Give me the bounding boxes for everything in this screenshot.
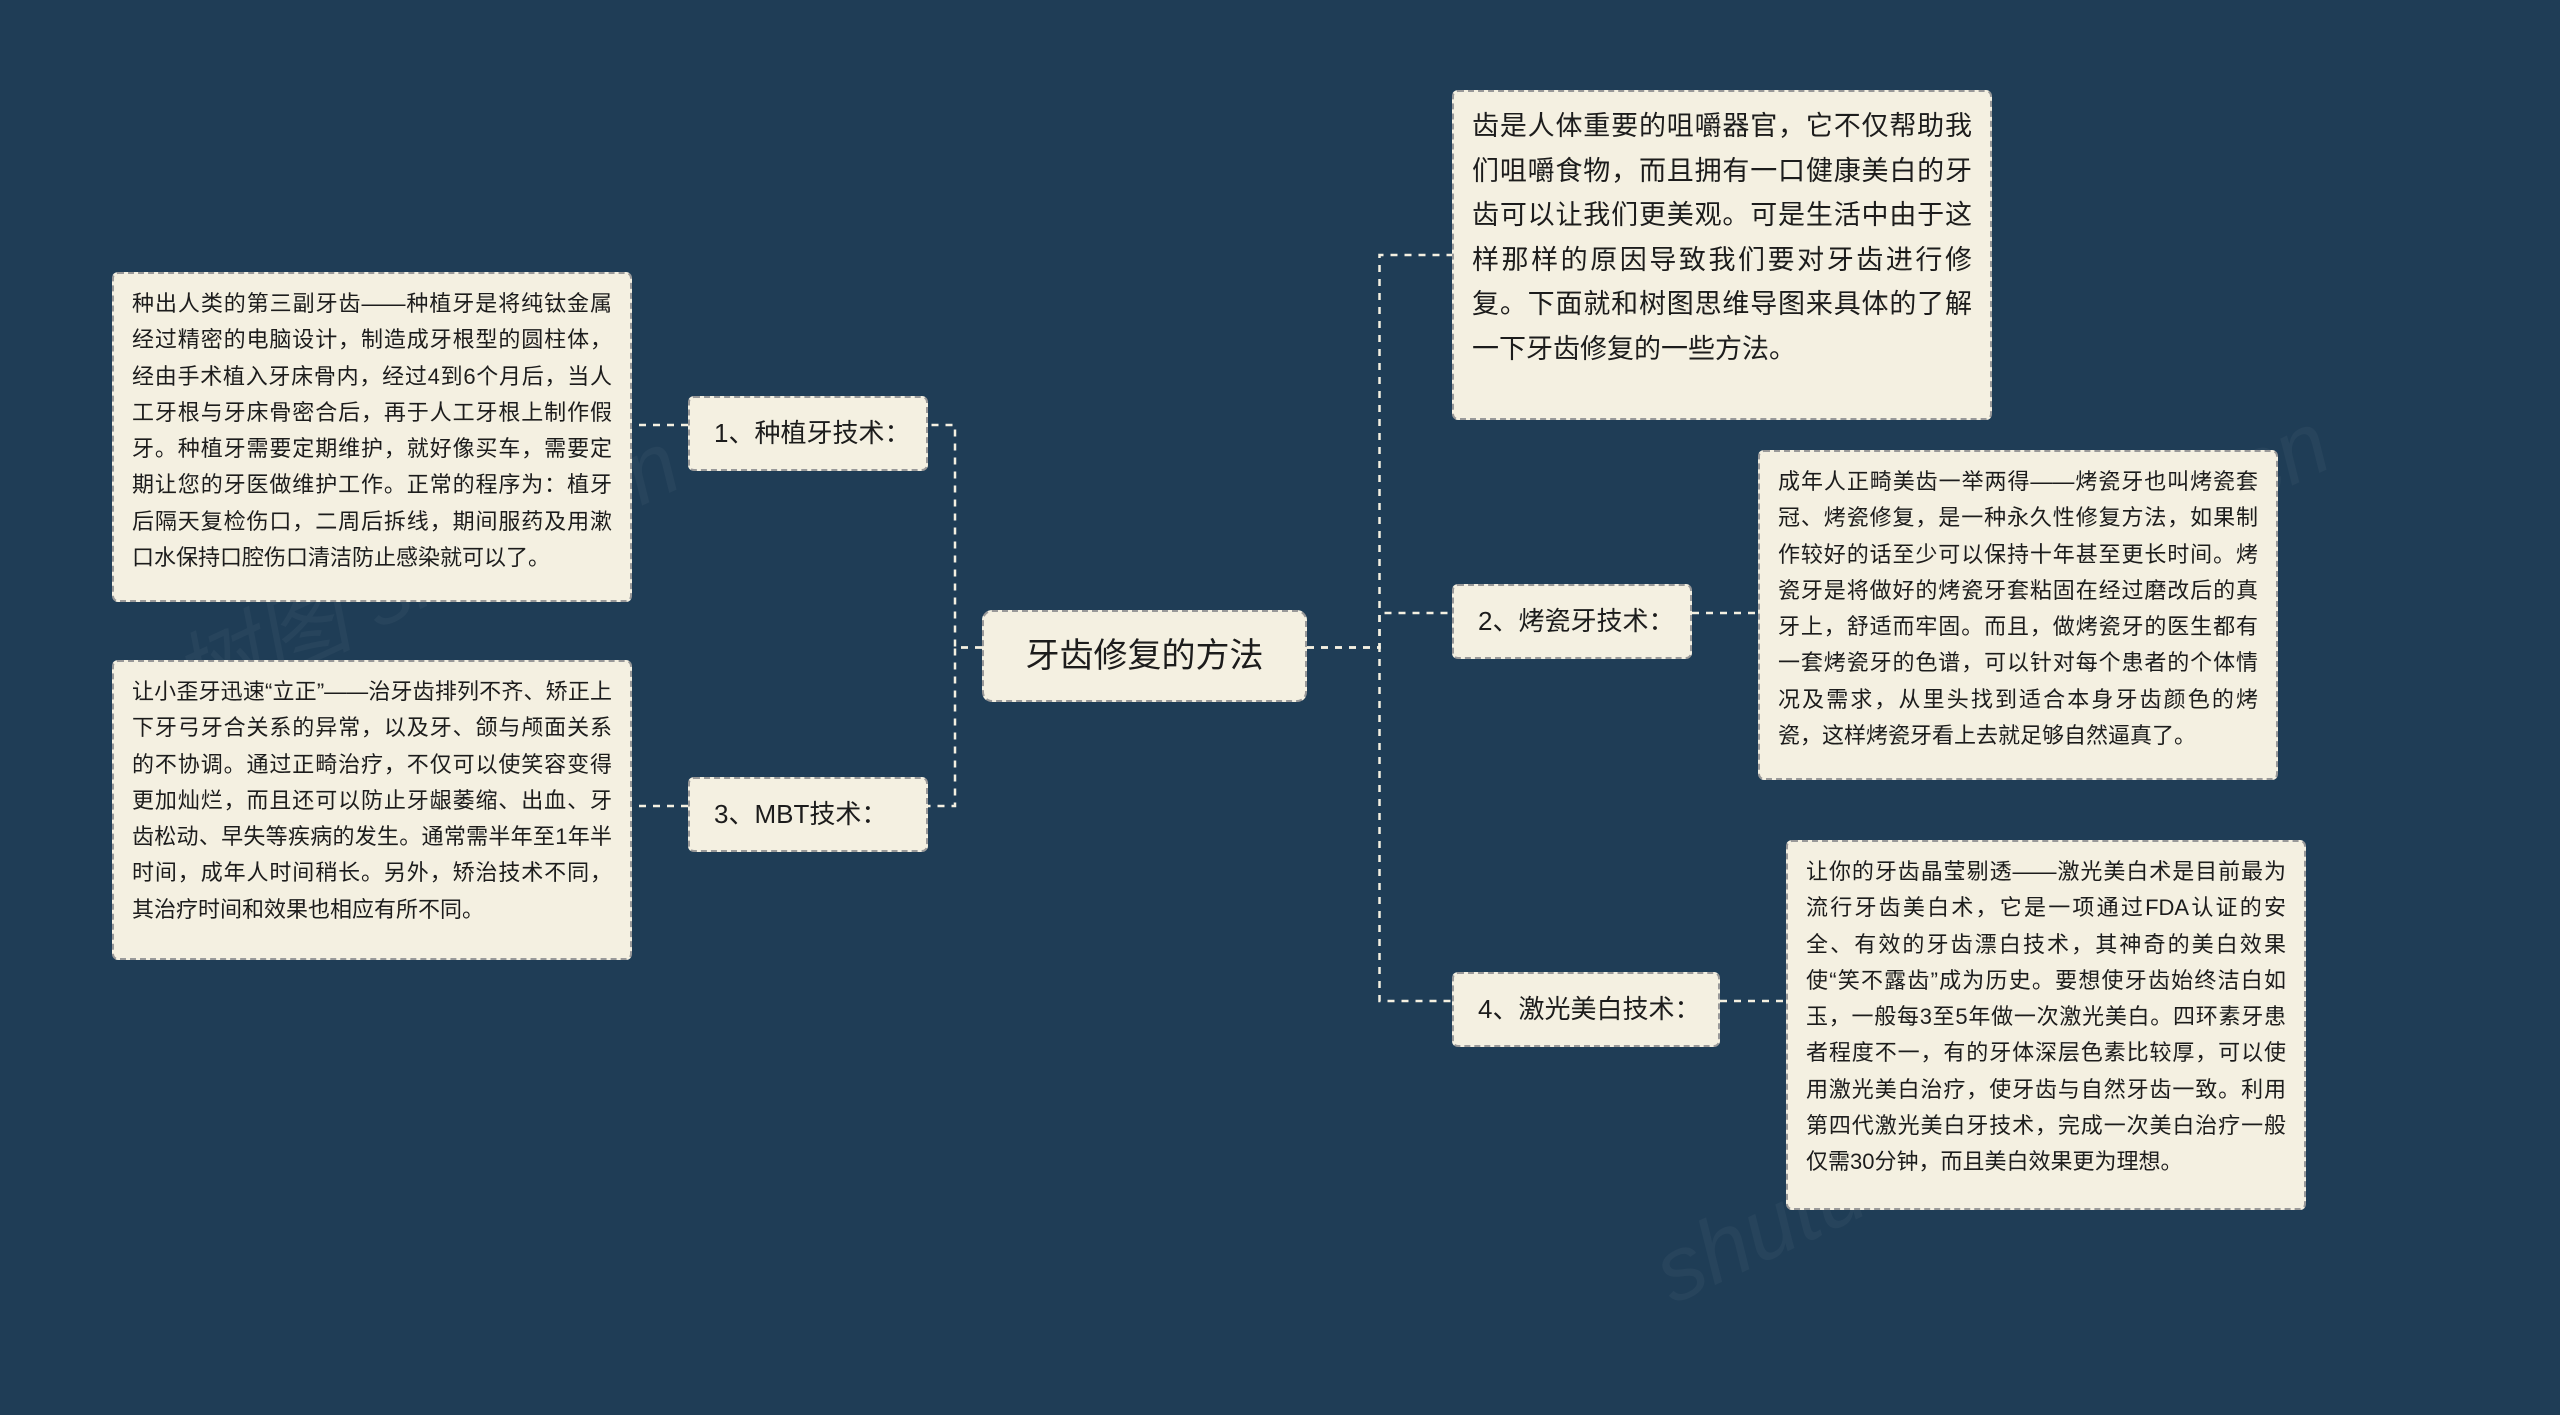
branch-b1: 1、种植牙技术： xyxy=(688,396,928,471)
branch-b2: 2、烤瓷牙技术： xyxy=(1452,584,1692,659)
leaf-b1: 种出人类的第三副牙齿——种植牙是将纯钛金属经过精密的电脑设计，制造成牙根型的圆柱… xyxy=(112,272,632,602)
leaf-b3: 让小歪牙迅速“立正”——治牙齿排列不齐、矫正上下牙弓牙合关系的异常，以及牙、颌与… xyxy=(112,660,632,960)
leaf-b4: 让你的牙齿晶莹剔透——激光美白术是目前最为流行牙齿美白术，它是一项通过FDA认证… xyxy=(1786,840,2306,1210)
mindmap-canvas: 树图 shutu.cn树图 shutu.cnshutu牙齿修复的方法1、种植牙技… xyxy=(0,0,2560,1415)
center-node: 牙齿修复的方法 xyxy=(982,610,1307,702)
leaf-b2: 成年人正畸美齿一举两得——烤瓷牙也叫烤瓷套冠、烤瓷修复，是一种永久性修复方法，如… xyxy=(1758,450,2278,780)
leaf-intro: 齿是人体重要的咀嚼器官，它不仅帮助我们咀嚼食物，而且拥有一口健康美白的牙齿可以让… xyxy=(1452,90,1992,420)
branch-b4: 4、激光美白技术： xyxy=(1452,972,1720,1047)
branch-b3: 3、MBT技术： xyxy=(688,777,928,852)
